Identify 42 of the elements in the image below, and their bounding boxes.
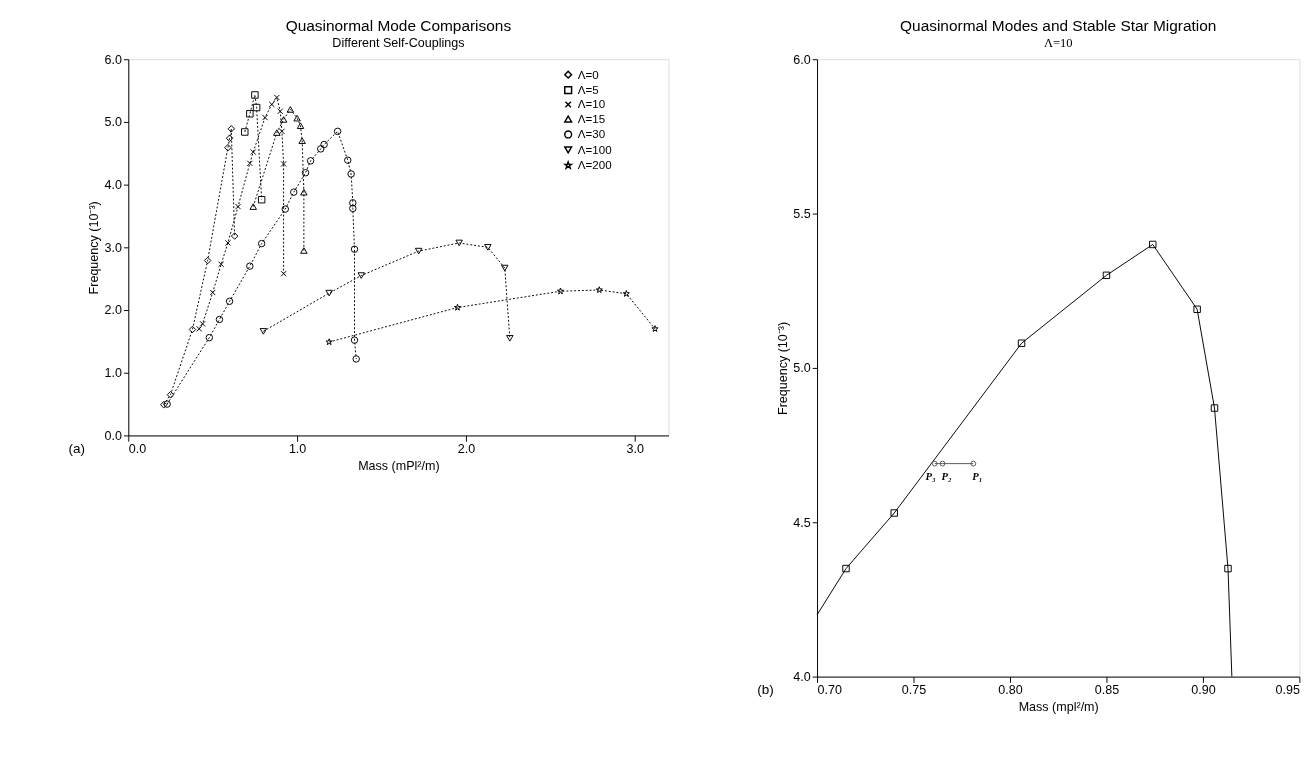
x-tick-label: 0.90 bbox=[1191, 683, 1216, 698]
y-tick-label: 0.0 bbox=[104, 428, 123, 443]
y-tick-label: 6.0 bbox=[793, 52, 811, 67]
legend-label: Λ=200 bbox=[577, 159, 612, 172]
y-tick-label: 1.0 bbox=[104, 366, 123, 381]
y-axis-title: Frequency (10⁻³) bbox=[775, 321, 790, 415]
text: (b) bbox=[757, 681, 774, 697]
text: (a) bbox=[68, 440, 85, 456]
y-tick-label: 2.0 bbox=[104, 303, 123, 318]
y-axis-title: Frequency (10⁻³) bbox=[86, 201, 101, 295]
x-tick-label: 2.0 bbox=[457, 442, 476, 457]
y-tick-label: 5.0 bbox=[793, 361, 811, 376]
x-tick-label: 0.95 bbox=[1275, 683, 1300, 698]
legend-label: Λ=30 bbox=[577, 128, 606, 141]
x-tick-label: 0.70 bbox=[817, 683, 842, 698]
y-tick-label: 6.0 bbox=[104, 52, 123, 67]
x-tick-label: 1.0 bbox=[288, 442, 307, 457]
chart-subtitle: Λ=10 bbox=[1043, 35, 1073, 50]
x-tick-label: 0.80 bbox=[998, 683, 1023, 698]
x-tick-label: 0.0 bbox=[128, 442, 147, 457]
x-tick-label: 0.75 bbox=[901, 683, 927, 698]
legend-label: Λ=100 bbox=[577, 143, 612, 156]
annotation: P₃ bbox=[925, 471, 937, 483]
x-tick-label: 3.0 bbox=[626, 442, 644, 457]
legend-label: Λ=15 bbox=[577, 112, 606, 125]
y-tick-label: 5.0 bbox=[104, 115, 123, 130]
chart-subtitle: Different Self-Couplings bbox=[332, 35, 465, 50]
y-tick-label: 3.0 bbox=[104, 240, 123, 255]
legend-label: Λ=10 bbox=[577, 98, 606, 111]
x-axis-title: Mass (mpl²/m) bbox=[1018, 699, 1099, 714]
y-tick-label: 4.0 bbox=[793, 669, 811, 684]
y-tick-label: 4.0 bbox=[104, 177, 123, 192]
annotation: P₂ bbox=[941, 471, 952, 483]
chart-title: Quasinormal Modes and Stable Star Migration bbox=[900, 17, 1217, 35]
x-axis-title: Mass (mPl²/m) bbox=[358, 458, 440, 473]
y-tick-label: 5.5 bbox=[793, 206, 811, 221]
chart-title: Quasinormal Mode Comparisons bbox=[285, 17, 512, 35]
y-tick-label: 4.5 bbox=[793, 515, 811, 530]
x-tick-label: 0.85 bbox=[1094, 683, 1120, 698]
legend-label: Λ=0 bbox=[577, 68, 599, 81]
legend-label: Λ=5 bbox=[577, 83, 599, 96]
annotation: P₁ bbox=[972, 471, 983, 483]
